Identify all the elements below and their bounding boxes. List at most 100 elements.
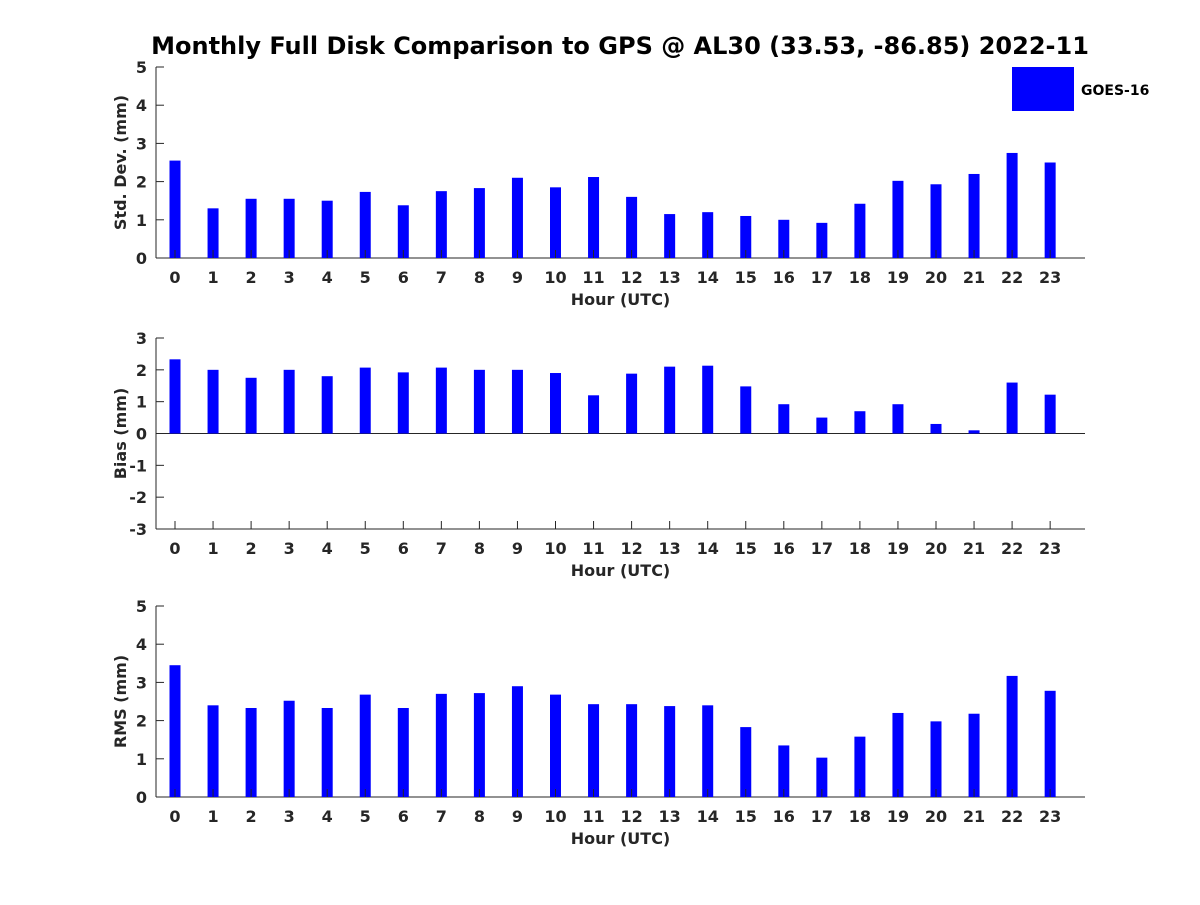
bar-hour-8 bbox=[473, 693, 485, 797]
x-tick-label: 15 bbox=[735, 807, 757, 826]
y-tick-label: 2 bbox=[136, 712, 147, 731]
x-tick-label: 15 bbox=[735, 539, 757, 558]
x-tick-label: 22 bbox=[1001, 539, 1023, 558]
bar-hour-13 bbox=[664, 366, 676, 434]
x-tick-label: 17 bbox=[811, 268, 833, 287]
bar-hour-9 bbox=[511, 177, 523, 258]
bar-hour-23 bbox=[1044, 394, 1056, 434]
bar-hour-3 bbox=[283, 369, 295, 434]
bar-hour-18 bbox=[854, 203, 866, 258]
bar-hour-2 bbox=[245, 707, 257, 797]
x-tick-label: 12 bbox=[620, 539, 642, 558]
x-tick-label: 8 bbox=[474, 807, 485, 826]
x-tick-label: 20 bbox=[925, 268, 947, 287]
bar-hour-16 bbox=[778, 745, 790, 797]
bar-hour-6 bbox=[397, 205, 409, 258]
bar-hour-20 bbox=[930, 721, 942, 797]
bar-hour-21 bbox=[968, 430, 980, 434]
bar-hour-13 bbox=[664, 214, 676, 258]
bar-hour-11 bbox=[588, 177, 600, 258]
y-tick-label: -1 bbox=[129, 456, 147, 475]
x-tick-label: 21 bbox=[963, 268, 985, 287]
x-tick-label: 17 bbox=[811, 539, 833, 558]
x-tick-label: 7 bbox=[436, 268, 447, 287]
bar-hour-19 bbox=[892, 712, 904, 797]
bar-hour-15 bbox=[740, 386, 752, 434]
x-tick-label: 20 bbox=[925, 539, 947, 558]
x-tick-label: 6 bbox=[398, 807, 409, 826]
x-tick-label: 0 bbox=[169, 268, 180, 287]
x-tick-label: 19 bbox=[887, 539, 909, 558]
bar-hour-14 bbox=[702, 365, 714, 434]
bar-hour-19 bbox=[892, 180, 904, 258]
x-tick-label: 4 bbox=[322, 539, 333, 558]
x-tick-label: 19 bbox=[887, 807, 909, 826]
bar-hour-19 bbox=[892, 404, 904, 434]
bar-hour-11 bbox=[588, 704, 600, 797]
x-tick-label: 10 bbox=[544, 539, 566, 558]
bar-hour-18 bbox=[854, 411, 866, 434]
bar-hour-16 bbox=[778, 219, 790, 258]
x-tick-label: 0 bbox=[169, 539, 180, 558]
x-tick-label: 6 bbox=[398, 268, 409, 287]
x-tick-label: 11 bbox=[582, 539, 604, 558]
bar-hour-18 bbox=[854, 736, 866, 797]
x-tick-label: 19 bbox=[887, 268, 909, 287]
bar-hour-17 bbox=[816, 757, 828, 797]
x-tick-label: 16 bbox=[773, 807, 795, 826]
bar-hour-17 bbox=[816, 417, 828, 434]
bar-hour-10 bbox=[550, 373, 561, 434]
y-tick-label: 3 bbox=[136, 673, 147, 692]
bar-hour-21 bbox=[968, 173, 980, 258]
bar-hour-12 bbox=[626, 196, 638, 258]
x-tick-label: 7 bbox=[436, 807, 447, 826]
legend: GOES-16 bbox=[1012, 67, 1149, 111]
bar-hour-5 bbox=[359, 694, 371, 797]
chart-title: Monthly Full Disk Comparison to GPS @ AL… bbox=[151, 32, 1089, 60]
bar-hour-23 bbox=[1044, 162, 1056, 258]
bar-hour-17 bbox=[816, 222, 828, 258]
x-tick-label: 14 bbox=[697, 539, 719, 558]
bar-hour-9 bbox=[511, 686, 523, 797]
x-tick-label: 13 bbox=[659, 807, 681, 826]
y-axis-label: Bias (mm) bbox=[111, 388, 130, 480]
x-tick-label: 21 bbox=[963, 807, 985, 826]
x-tick-label: 16 bbox=[773, 539, 795, 558]
x-tick-label: 14 bbox=[697, 807, 719, 826]
bar-hour-8 bbox=[473, 369, 485, 434]
x-tick-label: 23 bbox=[1039, 807, 1061, 826]
bar-hour-0 bbox=[169, 665, 181, 797]
bar-hour-4 bbox=[321, 200, 333, 258]
x-tick-label: 5 bbox=[360, 268, 371, 287]
x-tick-label: 18 bbox=[849, 807, 871, 826]
x-tick-label: 18 bbox=[849, 539, 871, 558]
bar-hour-20 bbox=[930, 423, 942, 434]
bar-hour-11 bbox=[588, 395, 600, 434]
x-tick-label: 11 bbox=[582, 268, 604, 287]
y-tick-label: 4 bbox=[136, 635, 147, 654]
bar-hour-2 bbox=[245, 377, 257, 434]
bar-hour-20 bbox=[930, 184, 942, 258]
x-tick-label: 5 bbox=[360, 539, 371, 558]
x-tick-label: 9 bbox=[512, 268, 523, 287]
bar-hour-16 bbox=[778, 404, 790, 434]
x-tick-label: 22 bbox=[1001, 807, 1023, 826]
x-tick-label: 23 bbox=[1039, 268, 1061, 287]
y-tick-label: 2 bbox=[136, 361, 147, 380]
bar-hour-1 bbox=[207, 208, 219, 258]
bar-hour-1 bbox=[207, 705, 219, 797]
bar-hour-21 bbox=[968, 713, 980, 797]
x-tick-label: 13 bbox=[659, 539, 681, 558]
bar-hour-4 bbox=[321, 707, 333, 797]
bar-hour-4 bbox=[321, 376, 333, 434]
x-tick-label: 3 bbox=[284, 539, 295, 558]
bar-hour-22 bbox=[1006, 152, 1018, 258]
bar-hour-14 bbox=[702, 705, 714, 797]
bar-hour-10 bbox=[550, 187, 561, 258]
x-tick-label: 12 bbox=[620, 268, 642, 287]
x-tick-label: 10 bbox=[544, 268, 566, 287]
x-tick-label: 18 bbox=[849, 268, 871, 287]
